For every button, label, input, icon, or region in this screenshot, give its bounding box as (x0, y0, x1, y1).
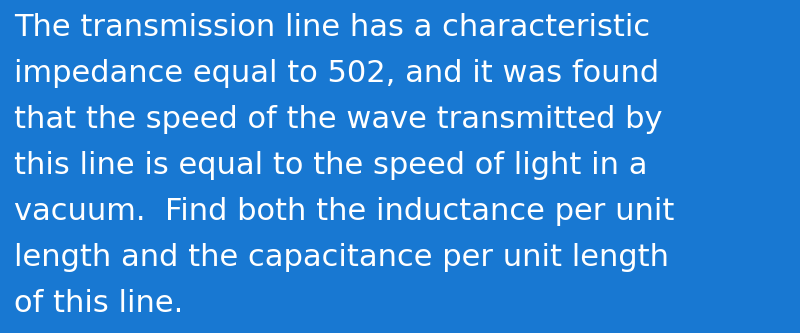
Text: of this line.: of this line. (14, 289, 184, 318)
Text: this line is equal to the speed of light in a: this line is equal to the speed of light… (14, 151, 648, 180)
Text: vacuum.  Find both the inductance per unit: vacuum. Find both the inductance per uni… (14, 197, 674, 226)
Text: that the speed of the wave transmitted by: that the speed of the wave transmitted b… (14, 105, 663, 134)
Text: impedance equal to 502, and it was found: impedance equal to 502, and it was found (14, 59, 659, 88)
Text: length and the capacitance per unit length: length and the capacitance per unit leng… (14, 243, 670, 272)
Text: The transmission line has a characteristic: The transmission line has a characterist… (14, 13, 650, 42)
